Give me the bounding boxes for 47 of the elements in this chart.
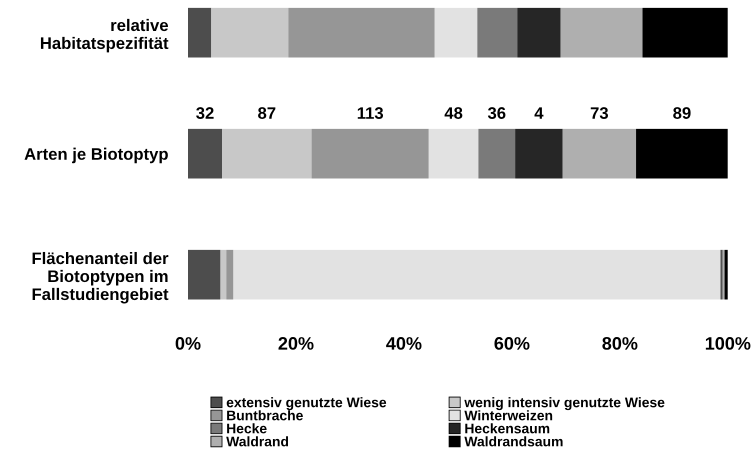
- legend-label: wenig intensiv genutzte Wiese: [464, 397, 664, 410]
- x-tick-label: 40%: [386, 337, 422, 350]
- x-tick-label: 60%: [494, 337, 530, 350]
- y-tick-label: Flächenanteil der Biotoptypen im Fallstudiengebiet: [32, 252, 168, 304]
- bar: [722, 250, 725, 300]
- bar: [233, 250, 720, 300]
- y-tick-label: relative Habitatspezifität: [40, 18, 168, 52]
- annotation: 113: [358, 107, 384, 119]
- bar: [642, 8, 728, 58]
- legend-label: extensiv genutzte Wiese: [226, 397, 386, 410]
- bar: [222, 128, 312, 179]
- bar: [288, 8, 435, 58]
- annotation: 87: [258, 107, 276, 119]
- annotation: 73: [590, 107, 608, 119]
- bar: [220, 250, 226, 300]
- legend-label: Hecke: [227, 423, 267, 434]
- bar: [312, 128, 429, 179]
- x-tick-label: 0%: [176, 337, 201, 350]
- x-tick-label: 20%: [278, 337, 314, 350]
- annotation: 48: [444, 107, 462, 119]
- bar: [188, 8, 212, 58]
- bar: [560, 8, 643, 58]
- annotation: 36: [488, 107, 506, 119]
- legend-label: Waldrandsaum: [464, 436, 563, 446]
- annotation: 4: [534, 107, 544, 119]
- bar: [478, 128, 516, 179]
- bar: [477, 8, 518, 58]
- bar: [226, 250, 234, 300]
- legend-label: Buntbrache: [227, 410, 303, 420]
- bar: [188, 128, 222, 179]
- annotation: 32: [196, 107, 214, 119]
- y-tick-label: Arten je Biotoptyp: [24, 148, 168, 164]
- bar: [428, 128, 478, 179]
- bar: [434, 8, 478, 58]
- legend-label: Heckensaum: [465, 423, 550, 434]
- bar: [636, 128, 728, 179]
- bar: [517, 8, 560, 58]
- bar: [562, 128, 636, 179]
- x-tick-label: 80%: [602, 337, 638, 350]
- bar: [724, 250, 728, 300]
- bar: [211, 8, 288, 58]
- legend-label: Waldrand: [226, 436, 288, 446]
- bar: [515, 128, 563, 179]
- x-tick-label: 100%: [706, 337, 750, 350]
- legend-label: Winterweizen: [464, 410, 552, 420]
- bar: [188, 250, 220, 300]
- annotation: 89: [673, 107, 691, 119]
